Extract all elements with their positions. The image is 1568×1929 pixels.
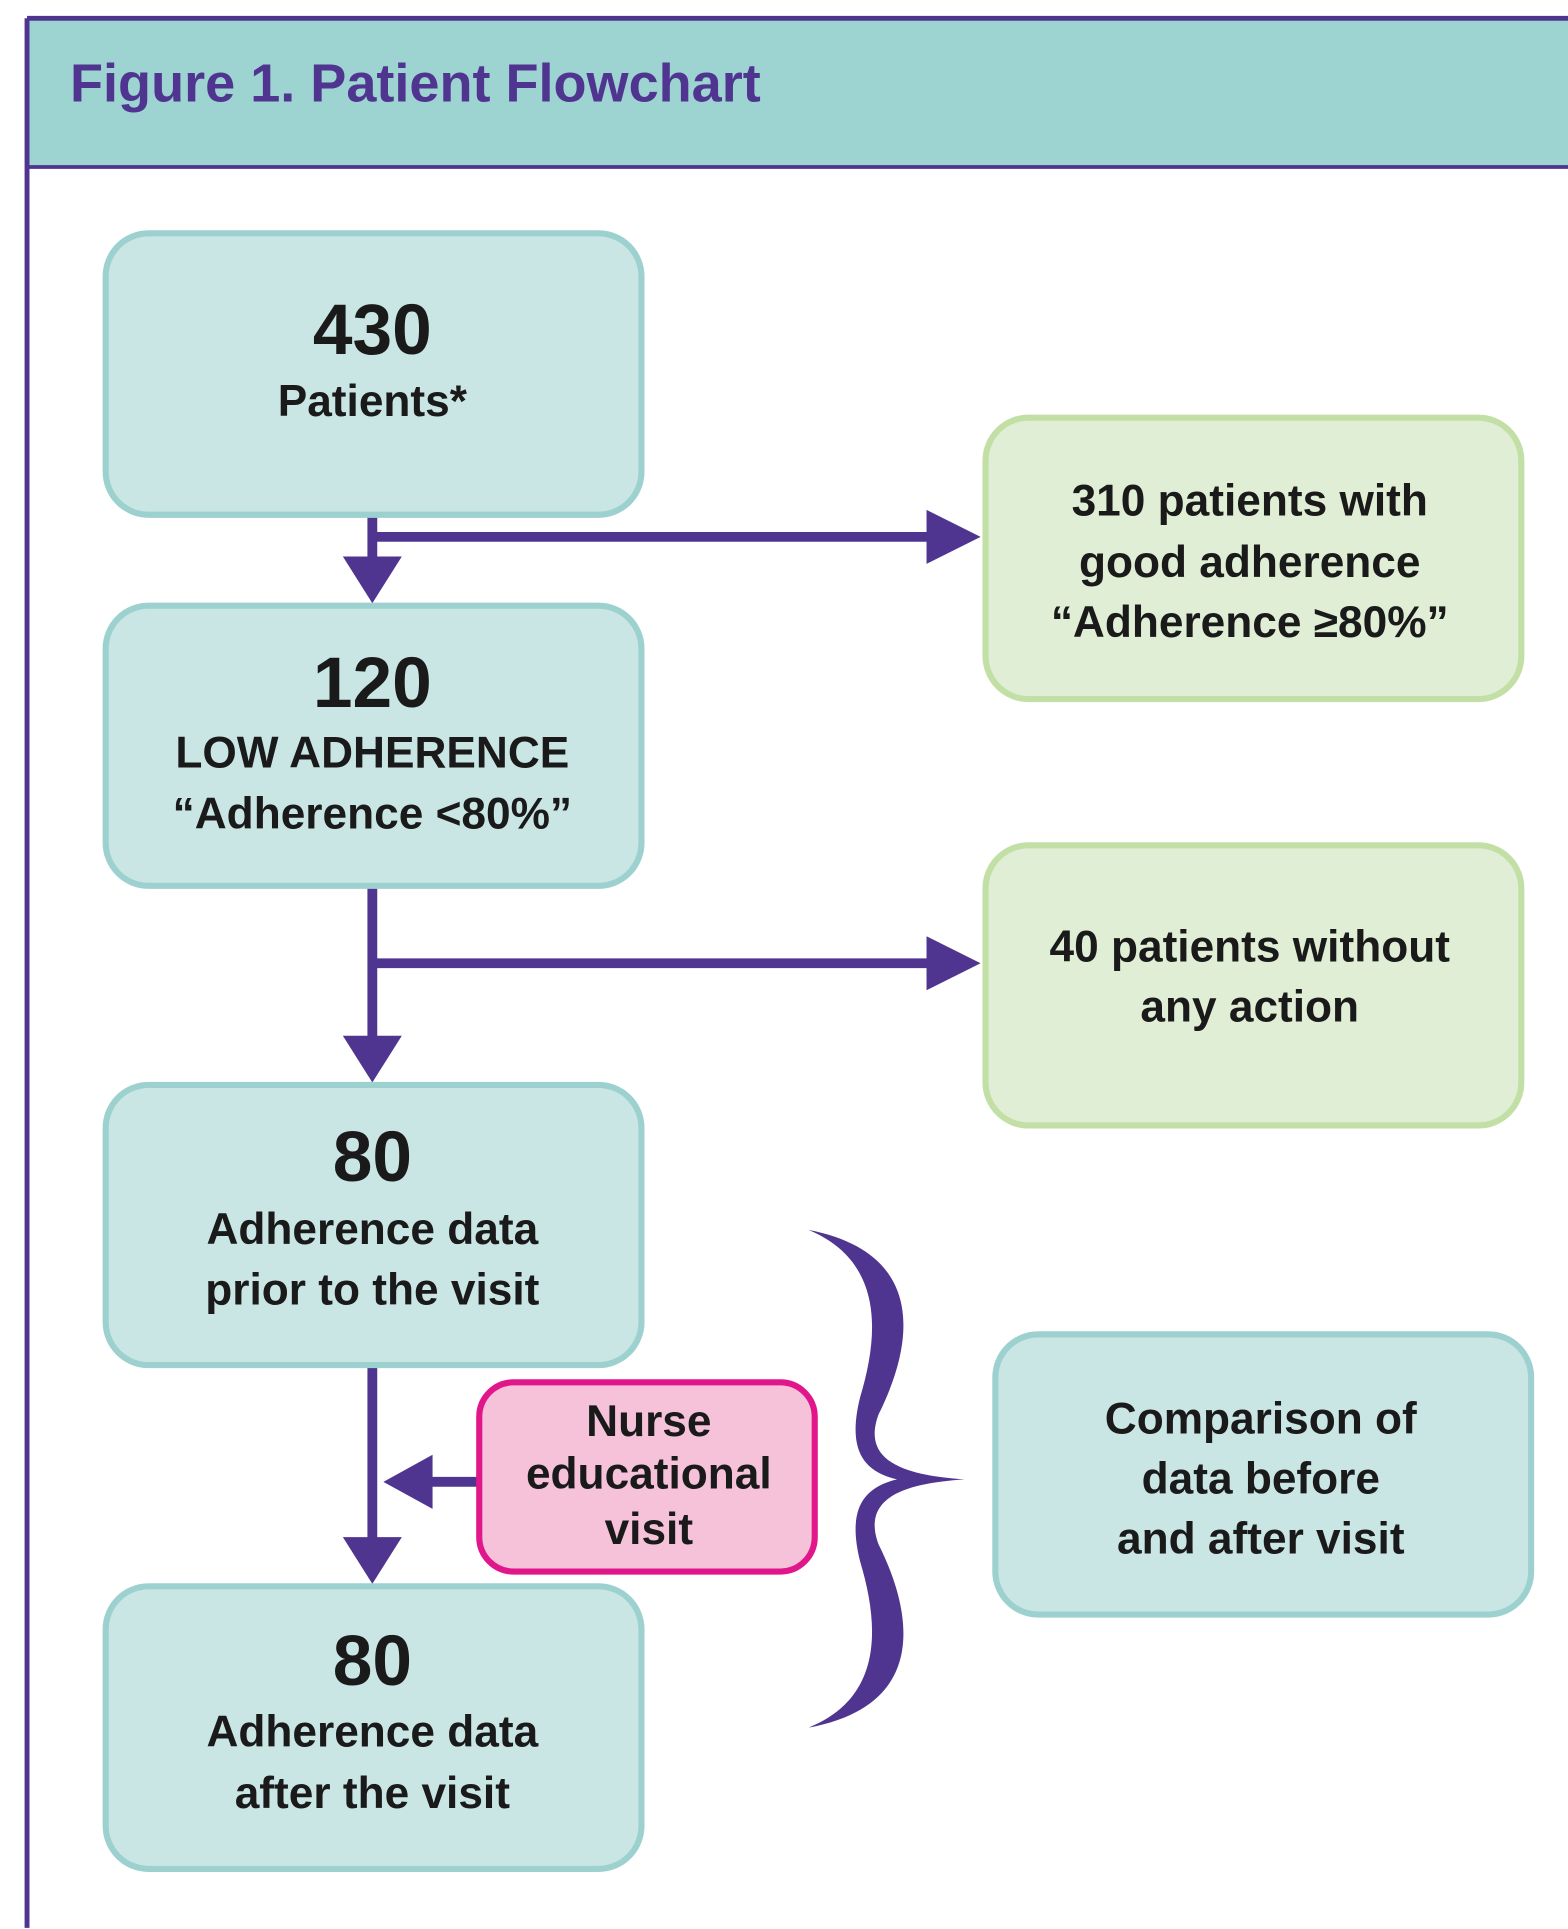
- title: Figure 1. Patient Flowchart: [70, 53, 761, 113]
- node-box: [982, 842, 1525, 1129]
- node-text: 310 patients with: [1072, 476, 1428, 525]
- node-text: after the visit: [235, 1769, 510, 1818]
- node-text: “Adherence <80%”: [173, 790, 572, 839]
- arrowhead: [342, 1035, 402, 1083]
- node-count: 80: [333, 1621, 412, 1701]
- header-bar: [27, 18, 1568, 167]
- node-text: data before: [1142, 1455, 1380, 1504]
- node-text: Adherence data: [206, 1205, 538, 1254]
- arrow: [367, 885, 934, 1040]
- arrows: [342, 509, 981, 1728]
- arrowhead: [926, 509, 981, 564]
- arrowhead: [342, 1537, 402, 1584]
- node-text: “Adherence ≥80%”: [1051, 598, 1449, 647]
- node-box: [982, 414, 1525, 703]
- arrow: [367, 1365, 480, 1540]
- node-text: and after visit: [1117, 1515, 1405, 1564]
- node-count: 120: [313, 643, 432, 723]
- node-text: any action: [1140, 983, 1359, 1032]
- arrowhead: [342, 556, 402, 604]
- node-box: [102, 1583, 645, 1872]
- node-text: good adherence: [1079, 538, 1421, 587]
- node-text: prior to the visit: [205, 1265, 539, 1314]
- node-text: Adherence data: [206, 1708, 538, 1757]
- node-box: [476, 1379, 818, 1575]
- node-text: 40 patients without: [1050, 922, 1451, 971]
- node-count: 430: [313, 290, 432, 370]
- node-box: [102, 602, 645, 889]
- arrowhead: [383, 1454, 433, 1509]
- node-count: 80: [333, 1117, 412, 1197]
- node-text: Comparison of: [1105, 1394, 1417, 1443]
- node-text: visit: [605, 1505, 694, 1554]
- arrow: [367, 514, 934, 561]
- arrowhead: [926, 936, 981, 991]
- node-text: Nurse: [586, 1397, 711, 1446]
- brace: [808, 1229, 965, 1728]
- node-text: LOW ADHERENCE: [175, 728, 569, 777]
- node-text: Patients*: [278, 377, 468, 426]
- node-box: [992, 1331, 1535, 1618]
- node-box: [102, 1081, 645, 1369]
- node-text: educational: [526, 1450, 772, 1499]
- node-box: [102, 230, 645, 518]
